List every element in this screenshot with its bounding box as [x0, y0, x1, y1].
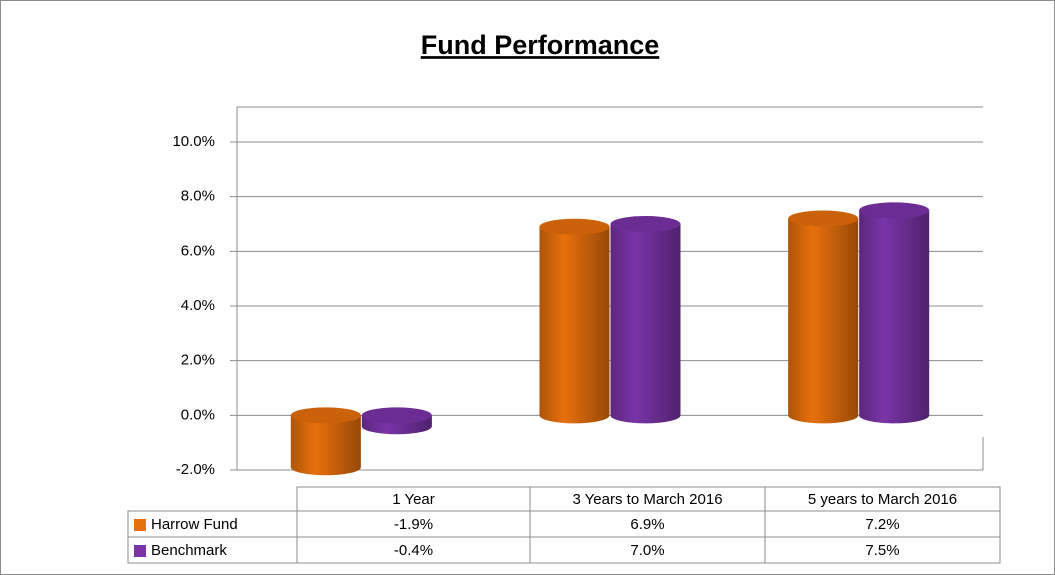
table-value: 6.9% [630, 516, 664, 533]
bar-shade [290, 415, 361, 468]
table-value: 7.5% [865, 542, 899, 559]
table-value: -0.4% [394, 542, 433, 559]
cylinder-cap-shade [361, 407, 432, 424]
cylinder-cap-shade [859, 202, 930, 219]
cylinder-cap [290, 407, 361, 424]
x-tick-label: 3 Years to March 2016 [572, 491, 722, 508]
x-tick-label: 5 years to March 2016 [808, 491, 957, 508]
legend-swatch [134, 519, 146, 531]
y-tick-label: 8.0% [181, 188, 215, 205]
bar-shade [539, 226, 610, 416]
cylinder-cap [610, 216, 681, 232]
cylinder-cap [361, 407, 432, 424]
table-value: -1.9% [394, 516, 433, 533]
cylinder-cap-shade [788, 210, 859, 227]
legend-label: Benchmark [151, 542, 227, 559]
legend-swatch [134, 545, 146, 557]
x-tick-label: 1 Year [392, 491, 435, 508]
y-tick-label: -2.0% [176, 461, 215, 478]
bar-shade [610, 224, 681, 416]
legend-label: Harrow Fund [151, 516, 238, 533]
y-tick-label: 6.0% [181, 242, 215, 259]
bar-shade [788, 218, 859, 416]
y-tick-label: 10.0% [172, 133, 215, 150]
table-row [127, 536, 1001, 564]
cylinder-cap [859, 202, 930, 219]
cylinder-cap [788, 210, 859, 227]
table-value: 7.0% [630, 542, 664, 559]
bar-shade [859, 210, 930, 416]
y-tick-label: 2.0% [181, 352, 215, 369]
cylinder-cap-shade [539, 218, 610, 235]
table-value: 7.2% [865, 516, 899, 533]
y-tick-label: 0.0% [181, 406, 215, 423]
y-tick-label: 4.0% [181, 297, 215, 314]
cylinder-cap-shade [290, 407, 361, 424]
cylinder-cap [539, 218, 610, 235]
chart-title: Fund Performance [421, 30, 660, 60]
cylinder-cap-shade [610, 216, 681, 232]
